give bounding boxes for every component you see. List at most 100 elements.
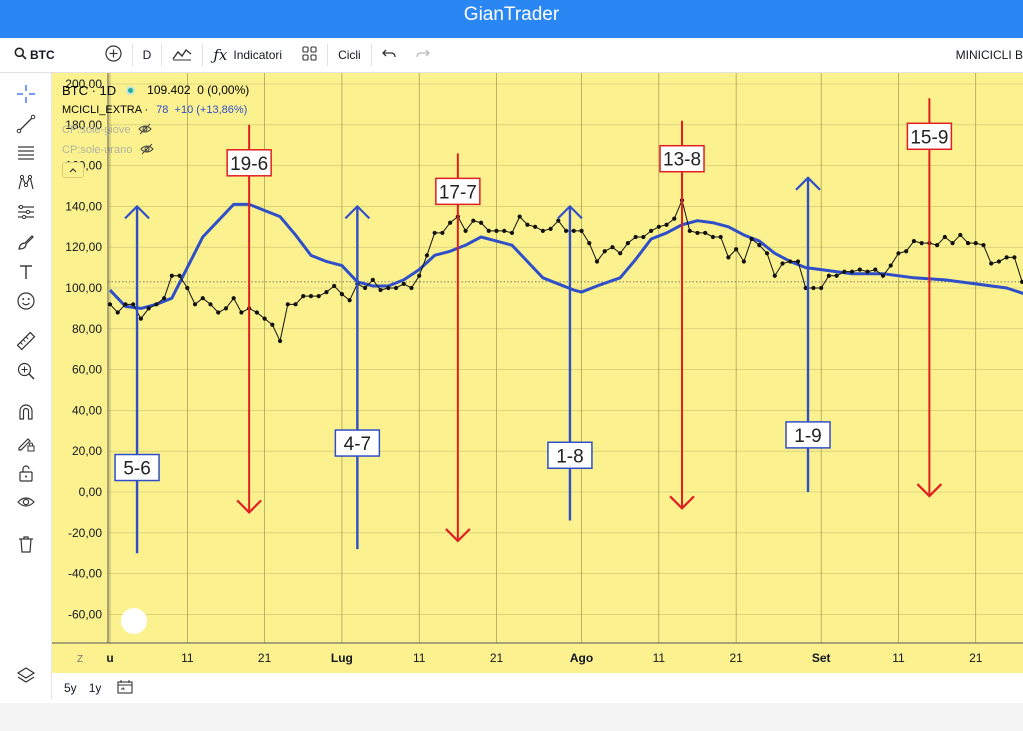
price-point <box>625 241 631 246</box>
eye-off-icon[interactable] <box>140 143 155 158</box>
price-point <box>115 310 120 315</box>
eye-off-icon[interactable] <box>138 123 153 138</box>
price-point <box>509 230 515 236</box>
price-point <box>965 241 971 246</box>
indicators-button[interactable]: ƒx Indicatori <box>203 38 292 73</box>
compare-button[interactable] <box>95 38 132 73</box>
separator <box>202 44 204 66</box>
pattern-icon[interactable] <box>14 171 38 195</box>
template-button[interactable]: MINICICLI B <box>946 38 1023 73</box>
price-point <box>370 277 375 282</box>
legend-symbol-row[interactable]: BTC · 1D 109.402 0 (0,00%) <box>62 80 249 100</box>
indicators-label: Indicatori <box>233 48 283 62</box>
cycle-label-box <box>334 429 381 457</box>
undo-button[interactable] <box>372 38 406 73</box>
x-tick-label: u <box>106 651 113 665</box>
price-point <box>324 289 329 295</box>
price-point <box>432 230 437 236</box>
price-point <box>301 294 306 299</box>
x-tick-label: Lug <box>331 651 353 665</box>
arrow-head <box>124 204 150 220</box>
price-point <box>1012 255 1017 260</box>
price-point <box>409 285 414 291</box>
price-point <box>849 269 855 274</box>
chart-style-icon <box>172 47 192 64</box>
price-point <box>347 298 352 303</box>
gann-icon[interactable] <box>14 200 38 224</box>
price-point <box>904 249 909 254</box>
price-point <box>1004 255 1009 260</box>
price-point <box>123 302 128 307</box>
price-point <box>386 285 391 291</box>
tv-logo-icon <box>121 608 147 634</box>
crosshair-icon[interactable] <box>14 82 38 106</box>
y-tick-label: -60,00 <box>68 607 102 621</box>
zoom-icon[interactable] <box>14 359 38 383</box>
symbol-label: BTC <box>30 48 55 62</box>
y-tick-label: 200,00 <box>65 77 102 91</box>
arrow-head <box>445 528 471 543</box>
cycle-label-box <box>547 441 593 470</box>
price-point <box>308 294 314 299</box>
range-1y-button[interactable]: 1y <box>88 681 102 695</box>
x-tick-label: 11 <box>413 651 426 665</box>
x-axis-background <box>52 643 1023 673</box>
price-chart[interactable]: 200,00180,00160,00140,00120,00100,0080,0… <box>52 73 1023 673</box>
trash-icon[interactable] <box>14 532 38 556</box>
cycle-label: 15-9 <box>910 127 948 148</box>
price-point <box>138 316 144 321</box>
calendar-range-icon[interactable] <box>117 679 133 697</box>
chart-area[interactable]: 200,00180,00160,00140,00120,00100,0080,0… <box>52 73 1023 673</box>
layout-grid-button[interactable] <box>292 38 327 73</box>
price-point <box>185 285 190 291</box>
cycle-label-box <box>226 149 272 177</box>
price-point <box>772 273 777 278</box>
emoji-icon[interactable] <box>14 289 38 313</box>
y-tick-label: 140,00 <box>65 199 102 213</box>
price-point <box>989 261 994 266</box>
layers-icon[interactable] <box>14 663 38 687</box>
x-tick-label: 21 <box>258 651 272 665</box>
legend-overlay-1[interactable]: CP:sole-giove <box>62 120 249 140</box>
fib-lines-icon[interactable] <box>14 141 38 165</box>
price-point <box>254 310 259 315</box>
brush-icon[interactable] <box>14 230 38 254</box>
undo-icon <box>381 48 396 63</box>
legend-indicator-row[interactable]: MCICLI_EXTRA · 78 +10 (+13,86%) <box>62 100 249 120</box>
y-tick-label: 0,00 <box>79 485 103 499</box>
trendline-icon[interactable] <box>14 112 38 136</box>
price-point <box>362 285 368 291</box>
price-point <box>610 245 615 250</box>
price-point <box>819 285 824 291</box>
arrow-head <box>236 499 262 514</box>
price-point <box>880 273 886 278</box>
range-5y-button[interactable]: 5y <box>64 681 77 695</box>
chart-style-button[interactable] <box>162 38 202 73</box>
magnet-icon[interactable] <box>14 400 38 424</box>
ruler-icon[interactable] <box>14 329 38 353</box>
cycle-label-box <box>906 122 953 151</box>
cycle-label-box <box>785 421 831 449</box>
price-point <box>339 292 344 297</box>
separator <box>370 44 372 66</box>
price-point <box>177 273 182 278</box>
cycles-button[interactable]: Cicli <box>328 38 371 73</box>
lock-pencil-icon[interactable] <box>14 431 38 455</box>
eye-icon[interactable] <box>14 490 38 514</box>
price-point <box>780 261 785 266</box>
text-icon[interactable] <box>14 260 38 284</box>
cycle-label: 17-7 <box>439 182 477 203</box>
redo-button[interactable] <box>406 38 440 73</box>
price-point <box>486 228 491 233</box>
interval-button[interactable]: D <box>133 38 162 73</box>
cycle-label: 13-8 <box>663 150 701 171</box>
price-point <box>208 302 213 307</box>
price-point <box>393 285 399 291</box>
price-point <box>277 338 283 344</box>
x-tick-label: 11 <box>181 651 194 665</box>
legend-overlay-2[interactable]: CP:sole-urano <box>62 140 249 160</box>
legend-collapse-button[interactable] <box>62 160 249 180</box>
symbol-search[interactable]: BTC <box>0 38 65 73</box>
price-point <box>710 234 716 240</box>
lock-icon[interactable] <box>14 461 38 485</box>
